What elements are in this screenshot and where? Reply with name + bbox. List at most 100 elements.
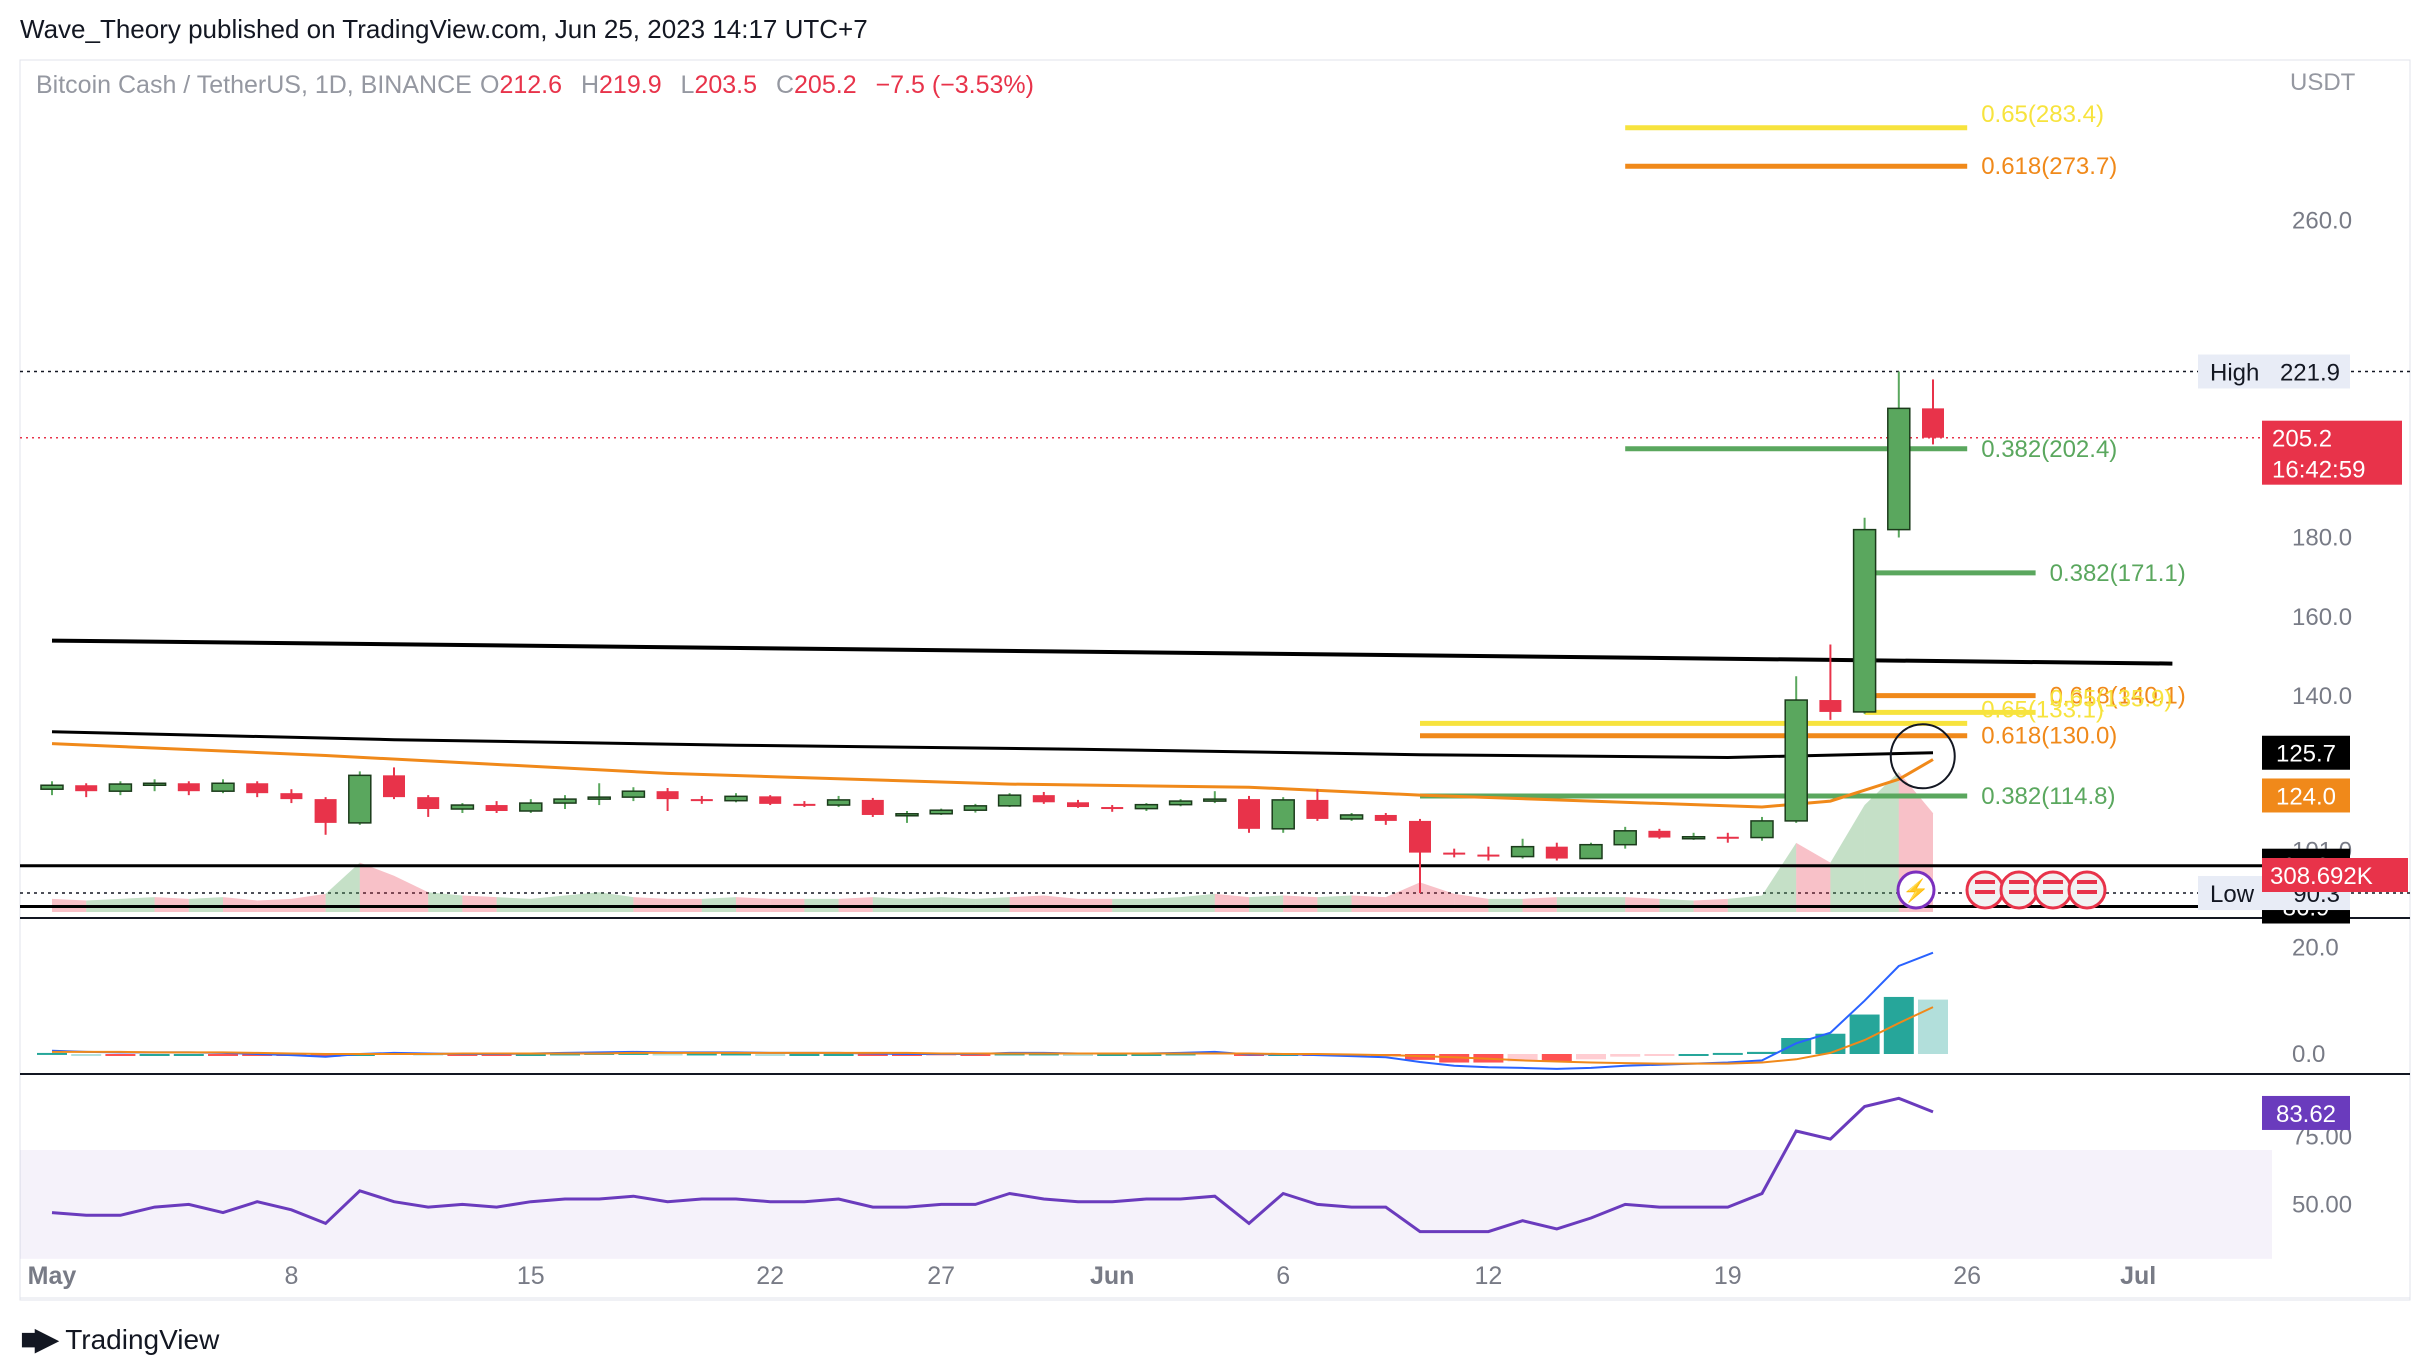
candle-body[interactable] <box>450 804 475 810</box>
candle-body[interactable] <box>1168 800 1193 806</box>
candle-body[interactable] <box>280 793 303 800</box>
candle-body[interactable] <box>142 782 167 787</box>
ma-cross-circle[interactable] <box>1889 723 1956 790</box>
candle-body[interactable] <box>1545 846 1568 859</box>
time-tick-label: May <box>28 1262 77 1290</box>
candle-body[interactable] <box>1648 830 1671 838</box>
candle-body[interactable] <box>519 802 543 812</box>
candle-body[interactable] <box>690 799 713 802</box>
candle-body[interactable] <box>587 796 611 800</box>
macd-histogram-bar <box>1097 1054 1128 1056</box>
rsi-line[interactable] <box>51 1096 1934 1234</box>
candle-body[interactable] <box>1510 845 1535 858</box>
candle-body[interactable] <box>1271 799 1295 830</box>
candle-body[interactable] <box>1579 843 1603 860</box>
candle-body[interactable] <box>1750 820 1774 839</box>
candle-body[interactable] <box>417 797 440 810</box>
signal-line[interactable] <box>52 1006 1934 1065</box>
candle-body[interactable] <box>1067 802 1089 808</box>
volume-area <box>1830 804 1865 912</box>
us-flag-stripe <box>2009 890 2029 894</box>
candle-body[interactable] <box>108 783 133 792</box>
candle-body[interactable] <box>1339 814 1364 820</box>
open-value: 212.6 <box>499 71 562 99</box>
candle-body[interactable] <box>759 796 782 804</box>
volume-area <box>359 862 394 912</box>
candle-body[interactable] <box>1134 803 1159 810</box>
rsi-tick-label: 50.00 <box>2292 1191 2352 1218</box>
volume-area <box>565 892 600 912</box>
last-price-tag <box>2262 420 2402 485</box>
candle-body[interactable] <box>656 791 679 800</box>
candle-body[interactable] <box>997 794 1022 807</box>
volume-area <box>291 893 326 912</box>
resistance-high-line[interactable] <box>51 638 2173 666</box>
macd-histogram-bar <box>1678 1054 1709 1056</box>
candle-body[interactable] <box>1681 836 1706 840</box>
ema-line[interactable] <box>51 742 1934 809</box>
time-tick-label: 12 <box>1474 1262 1502 1290</box>
candle-body[interactable] <box>1101 807 1124 810</box>
high-value: 219.9 <box>599 71 662 99</box>
candle-body[interactable] <box>40 784 64 790</box>
candle-body[interactable] <box>1819 700 1842 712</box>
lightning-glyph: ⚡ <box>1902 878 1929 904</box>
candle-body[interactable] <box>1784 699 1808 822</box>
volume-area <box>188 897 223 912</box>
candle-body[interactable] <box>211 782 235 792</box>
volume-tag-label: 308.692K <box>2270 863 2373 890</box>
publisher-header: Wave_Theory published on TradingView.com… <box>20 14 868 44</box>
candle-body[interactable] <box>1887 407 1911 531</box>
fib-level-label: 0.382(202.4) <box>1981 436 2117 463</box>
volume-area <box>120 897 155 912</box>
candle-body[interactable] <box>1922 408 1944 438</box>
macd-line[interactable] <box>51 951 1934 1070</box>
candle-body[interactable] <box>826 799 851 806</box>
candle-body[interactable] <box>793 803 816 806</box>
candle-body[interactable] <box>1409 820 1431 853</box>
candle-body[interactable] <box>177 783 200 792</box>
candle-body[interactable] <box>75 785 98 792</box>
candle-body[interactable] <box>348 774 372 824</box>
candle-body[interactable] <box>895 813 919 817</box>
candle-body[interactable] <box>1613 830 1637 846</box>
countdown-value: 16:42:59 <box>2272 457 2365 484</box>
candle-body[interactable] <box>1238 799 1260 829</box>
candle-body[interactable] <box>553 798 577 804</box>
candle-body[interactable] <box>1477 854 1500 857</box>
price-tick-label: 260.0 <box>2292 208 2352 235</box>
lightning-icon[interactable] <box>1896 870 1936 910</box>
candle-body[interactable] <box>485 805 508 811</box>
macd-tick-label: 20.0 <box>2292 934 2339 961</box>
us-flag-stripe <box>2009 880 2029 884</box>
candle-body[interactable] <box>246 783 269 794</box>
candle-body[interactable] <box>929 809 953 815</box>
fib-level-label: 0.65(135.9) <box>2050 685 2173 712</box>
candle-body[interactable] <box>1032 795 1055 803</box>
price-pane[interactable]: Bitcoin Cash / TetherUS, 1D, BINANCE O21… <box>20 69 2410 1075</box>
time-axis[interactable]: May 8 15 22 27 Jun 6 12 19 26 Jul <box>20 1262 2410 1299</box>
macd-histogram-bar <box>515 1054 546 1056</box>
open-label: O <box>480 71 499 99</box>
macd-pane[interactable]: 20.0 0.0 <box>37 934 2339 1070</box>
macd-histogram-bar <box>173 1054 204 1056</box>
candle-body[interactable] <box>383 775 405 798</box>
volume-area <box>1249 895 1284 912</box>
ma200-line[interactable] <box>51 730 1934 760</box>
candle-body[interactable] <box>1443 852 1466 855</box>
candle-body[interactable] <box>963 805 988 811</box>
candle-body[interactable] <box>1374 814 1397 821</box>
candle-body[interactable] <box>861 799 884 815</box>
candle-body[interactable] <box>1306 799 1329 819</box>
volume-area <box>325 862 360 912</box>
candle-body[interactable] <box>1852 528 1877 713</box>
candle-body[interactable] <box>1203 798 1227 802</box>
candle-body[interactable] <box>314 799 337 823</box>
candle-body[interactable] <box>724 795 748 802</box>
candle-body[interactable] <box>621 790 646 798</box>
time-tick-label: 22 <box>756 1262 784 1290</box>
volume-area <box>1214 893 1249 912</box>
candle-body[interactable] <box>1716 836 1739 839</box>
